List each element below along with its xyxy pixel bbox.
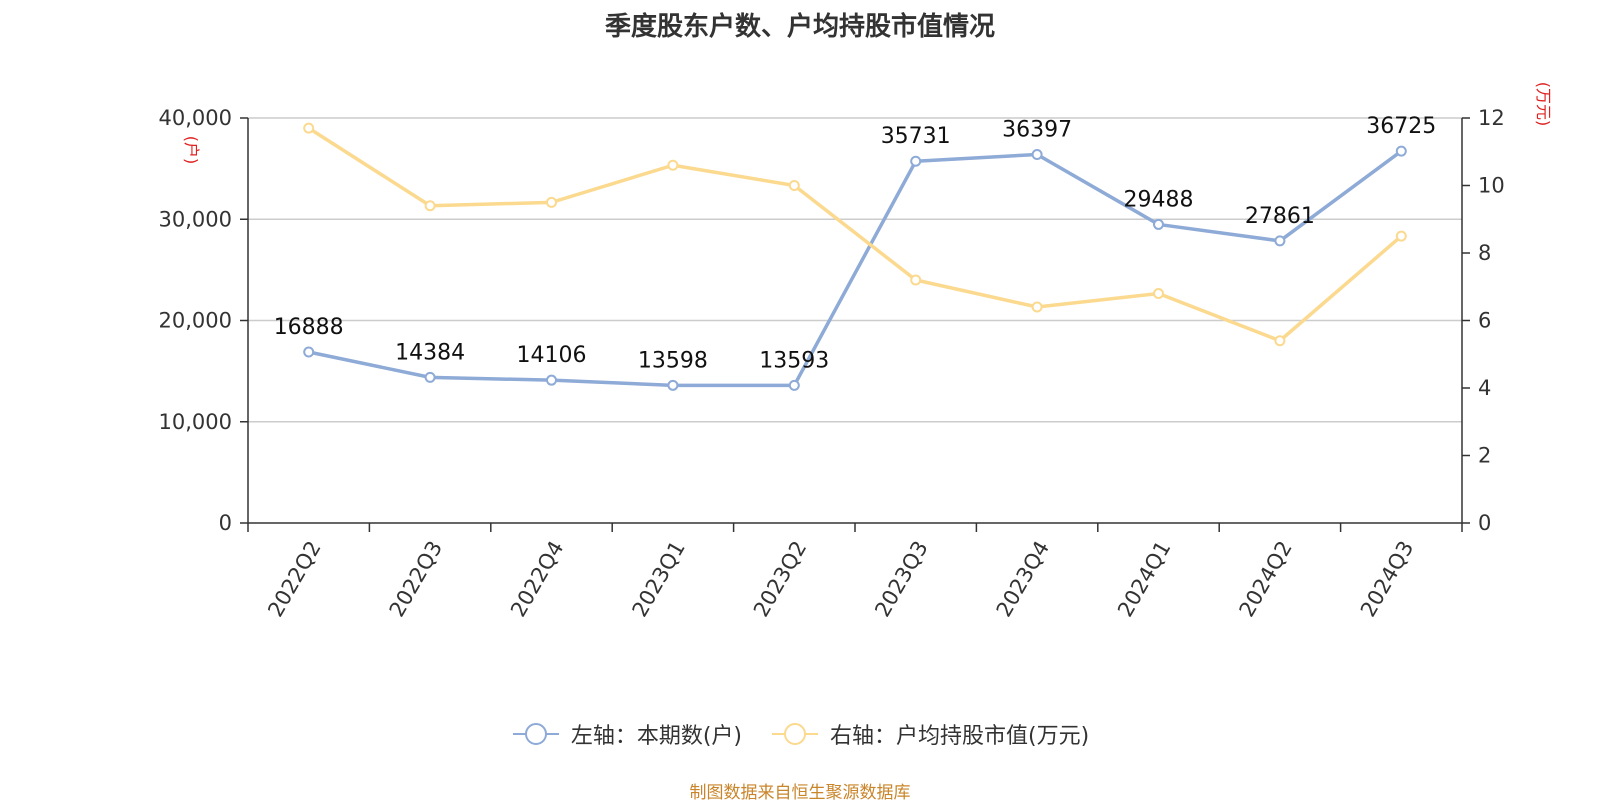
x-tick-label-8: 2024Q2: [1235, 537, 1297, 621]
series-0-point-2: [546, 374, 557, 386]
series-0-point-1: [424, 371, 436, 383]
legend: 左轴：本期数(户) 右轴：户均持股市值(万元): [0, 718, 1600, 750]
series-0-point-4: [788, 379, 800, 391]
legend-label-left: 左轴：本期数(户): [570, 724, 742, 749]
series-0-data-label-3: 13598: [638, 348, 708, 373]
series-line-1: [306, 126, 1404, 343]
series-1-point-8: [1274, 335, 1286, 347]
series-1-point-1: [424, 200, 436, 212]
legend-marker-right-icon: [772, 723, 818, 745]
series-1-point-6: [1031, 301, 1043, 313]
series-0-point-8: [1274, 235, 1286, 247]
series-0-point-7: [1153, 218, 1164, 230]
series-0-data-label-2: 14106: [517, 343, 587, 368]
x-tick-label-3: 2023Q1: [628, 537, 690, 621]
series-1-point-0: [303, 122, 315, 134]
x-tick-label-2: 2022Q4: [506, 537, 568, 621]
left-tick-label-0: 0: [219, 511, 232, 535]
series-0-data-label-6: 36397: [1002, 117, 1072, 142]
legend-label-right: 右轴：户均持股市值(万元): [830, 724, 1090, 749]
series-1-point-2: [546, 196, 557, 208]
right-tick-label-3: 6: [1478, 309, 1491, 333]
right-tick-label-4: 8: [1478, 241, 1491, 265]
x-tick-label-1: 2022Q3: [385, 537, 447, 621]
right-tick-label-5: 10: [1478, 174, 1505, 198]
series-0-data-label-9: 36725: [1366, 114, 1436, 139]
series-1-point-7: [1153, 288, 1164, 299]
legend-item-right-series[interactable]: 右轴：户均持股市值(万元): [770, 718, 1089, 750]
right-tick-label-6: 12: [1478, 106, 1505, 130]
source-note: 制图数据来自恒生聚源数据库: [689, 783, 911, 803]
x-tick-label-9: 2024Q3: [1356, 537, 1418, 621]
left-tick-label-4: 40,000: [159, 106, 232, 130]
series-0-point-3: [667, 379, 679, 391]
legend-marker-left-icon: [512, 723, 559, 745]
series-0-point-5: [910, 155, 922, 167]
x-tick-label-0: 2022Q2: [263, 537, 325, 621]
x-tick-label-5: 2023Q3: [870, 537, 932, 621]
chart-title: 季度股东户数、户均持股市值情况: [604, 12, 995, 42]
series-0-data-label-1: 14384: [395, 340, 465, 365]
series-1-point-3: [667, 159, 679, 171]
left-tick-label-2: 20,000: [159, 309, 232, 333]
series-layer: [303, 122, 1407, 391]
left-tick-label-1: 10,000: [159, 410, 232, 434]
right-axis-unit: (万元): [1534, 82, 1553, 127]
series-0-data-label-5: 35731: [881, 124, 951, 149]
series-1-point-5: [910, 274, 922, 286]
series-0-data-label-4: 13593: [759, 348, 829, 373]
x-tick-label-6: 2023Q4: [992, 537, 1054, 621]
x-tick-label-7: 2024Q1: [1113, 537, 1175, 621]
series-0-data-label-0: 16888: [274, 315, 344, 340]
series-0-point-6: [1031, 148, 1043, 160]
series-0-data-label-7: 29488: [1124, 187, 1194, 212]
series-1-point-4: [788, 180, 800, 191]
x-tick-label-4: 2023Q2: [749, 537, 811, 621]
series-line-0: [306, 149, 1404, 388]
series-0-point-9: [1395, 145, 1407, 157]
grid-layer: [248, 117, 1462, 423]
right-tick-label-2: 4: [1478, 376, 1491, 400]
series-0-point-0: [303, 346, 315, 358]
right-tick-label-1: 2: [1478, 444, 1491, 468]
right-tick-label-0: 0: [1478, 511, 1491, 535]
left-axis-unit: (户): [182, 136, 201, 165]
series-1-point-9: [1395, 230, 1407, 242]
label-layer: 16888 14384 14106 13598 13593 35731 36397 29488…: [274, 114, 1437, 373]
legend-item-left-series[interactable]: 左轴：本期数(户): [511, 718, 742, 750]
left-tick-label-3: 30,000: [159, 207, 232, 231]
series-0-data-label-8: 27861: [1245, 204, 1315, 229]
axis-layer: 0 10,000 20,000 30,000 40,000 0 2 4 6 8 10 12 2022Q2…: [159, 82, 1553, 621]
